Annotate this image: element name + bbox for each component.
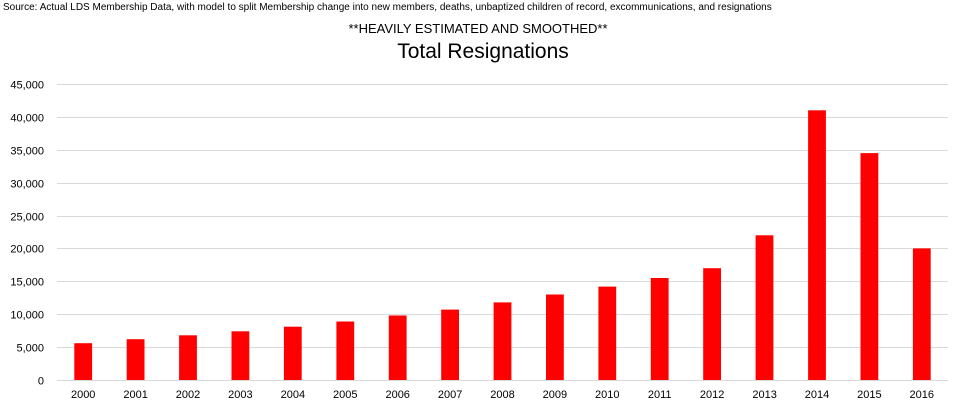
bar-2010 bbox=[598, 286, 617, 380]
bar-2007 bbox=[441, 309, 459, 380]
y-tick-label: 5,000 bbox=[16, 343, 44, 355]
x-tick-label: 2013 bbox=[752, 389, 776, 401]
x-tick-label: 2010 bbox=[595, 389, 619, 401]
axes: 0 5,000 10,000 15,000 20,000 25,000 30,000 35,0… bbox=[10, 80, 948, 401]
y-tick-label: 10,000 bbox=[10, 310, 44, 322]
source-note: Source: Actual LDS Membership Data, with… bbox=[3, 2, 772, 13]
x-tick-label: 2004 bbox=[281, 389, 305, 401]
bar-2012 bbox=[703, 268, 721, 380]
bar-2011 bbox=[650, 278, 669, 380]
bar-2005 bbox=[336, 321, 355, 380]
y-tick-label: 35,000 bbox=[10, 146, 44, 158]
x-tick-label: 2003 bbox=[228, 389, 252, 401]
x-tick-label: 2001 bbox=[123, 389, 147, 401]
x-tick-label: 2012 bbox=[700, 389, 724, 401]
x-tick-label: 2015 bbox=[857, 389, 881, 401]
x-tick-label: 2014 bbox=[805, 389, 829, 401]
y-tick-label: 15,000 bbox=[10, 277, 44, 289]
x-tick-label: 2006 bbox=[385, 389, 409, 401]
bar-2008 bbox=[493, 302, 512, 380]
y-tick-label: 0 bbox=[38, 376, 44, 388]
x-tick-label: 2016 bbox=[910, 389, 934, 401]
bar-2009 bbox=[546, 294, 564, 380]
bars bbox=[74, 110, 931, 381]
x-tick-label: 2011 bbox=[648, 389, 672, 401]
bar-2000 bbox=[74, 343, 93, 380]
x-tick-label: 2009 bbox=[543, 389, 567, 401]
x-tick-label: 2002 bbox=[176, 389, 200, 401]
bar-2006 bbox=[388, 315, 407, 380]
y-tick-label: 25,000 bbox=[10, 212, 44, 224]
x-tick-label: 2008 bbox=[490, 389, 514, 401]
bar-2016 bbox=[912, 248, 931, 380]
chart-title: Total Resignations bbox=[397, 40, 569, 63]
bar-2002 bbox=[179, 335, 197, 380]
bar-2003 bbox=[231, 331, 250, 380]
chart-subtitle: **HEAVILY ESTIMATED AND SMOOTHED** bbox=[348, 21, 608, 36]
y-tick-label: 45,000 bbox=[10, 80, 44, 92]
bar-2001 bbox=[126, 339, 145, 380]
bar-2014 bbox=[808, 110, 826, 381]
x-tick-label: 2007 bbox=[438, 389, 462, 401]
x-tick-label: 2005 bbox=[333, 389, 357, 401]
y-tick-label: 20,000 bbox=[10, 244, 44, 256]
y-tick-label: 40,000 bbox=[10, 113, 44, 125]
bar-2013 bbox=[755, 235, 774, 380]
bar-2015 bbox=[860, 153, 879, 380]
x-tick-label: 2000 bbox=[71, 389, 95, 401]
bar-2004 bbox=[283, 326, 302, 380]
y-tick-label: 30,000 bbox=[10, 179, 44, 191]
